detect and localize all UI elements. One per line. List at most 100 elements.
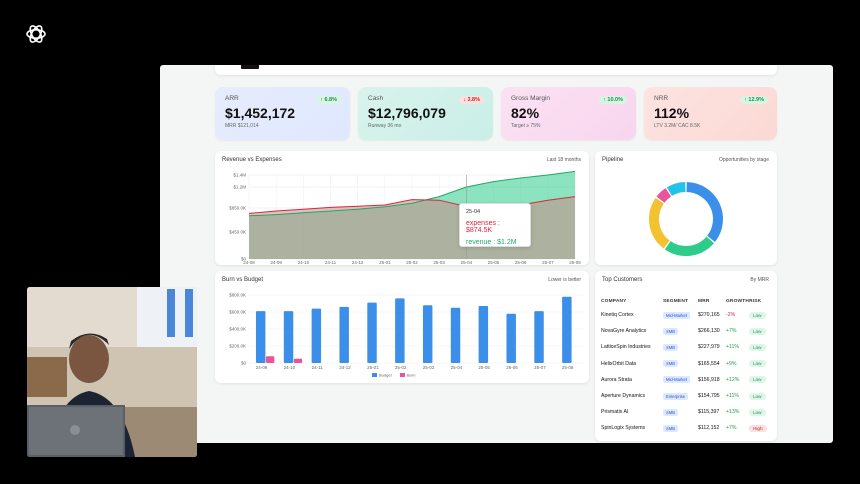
table-cell: -2% — [726, 307, 749, 323]
kpi-trend-badge: ↓ 3.8% — [459, 96, 484, 104]
pie-slice — [664, 236, 715, 256]
burn-budget-chart[interactable]: $0 $200.0K $400.0K $600.0K $800.0K 24-09 24-10… — [215, 271, 589, 383]
company-name: Aperture Dynamics — [601, 393, 646, 400]
table-cell: High — [749, 420, 773, 436]
table-cell: Low — [749, 339, 773, 355]
budget-bar — [534, 311, 544, 363]
table-cell: $154,795 — [698, 388, 726, 404]
tooltip-expenses: expenses : $874.5K — [466, 220, 500, 234]
table-row[interactable]: NovaGyre Analytics SMB $266,130 +7% Low — [601, 323, 773, 339]
legend-swatch-burn — [400, 373, 405, 377]
chart-range-label[interactable]: Last 18 months — [546, 157, 581, 163]
column-header[interactable]: MRR — [698, 299, 710, 304]
table-row[interactable]: HelixOrbit Data SMB $165,554 +9% Low — [601, 356, 773, 372]
x-tick-label: 25-01 — [379, 260, 391, 265]
table-cell: NovaGyre Analytics — [601, 323, 663, 339]
table-row[interactable]: SpinLogix Systems SMB $112,152 +7% High — [601, 420, 773, 436]
x-tick-label: 25-05 — [478, 365, 490, 370]
x-tick-label: 25-05 — [488, 260, 500, 265]
pie-slice — [666, 182, 686, 197]
segment-badge: SMB — [663, 360, 679, 368]
table-cell: $156,918 — [698, 372, 726, 388]
column-header[interactable]: SEGMENT — [663, 299, 689, 304]
budget-bar — [255, 311, 266, 363]
company-name: NovaGyre Analytics — [601, 328, 647, 335]
pipeline-donut-chart[interactable] — [595, 151, 777, 265]
chart-title: Pipeline — [602, 157, 624, 163]
table-cell: Mid-Market — [663, 372, 698, 388]
table-row[interactable]: Aurora Strata Mid-Market $156,918 +12% Low — [601, 372, 773, 388]
table-cell: Kinetiq Cortex — [601, 307, 663, 323]
x-tick-label: 25-03 — [433, 260, 445, 265]
revenue-expenses-chart[interactable]: $0 $450.0K $850.0K $1.2M $1.4M 24-08 24-09 24-1… — [215, 151, 589, 265]
kpi-card-arr[interactable]: ARR $1,452,172 MRR $121,014 ↑ 6.8% — [215, 87, 350, 140]
table-cell: $266,130 — [698, 323, 726, 339]
table-cell: Low — [749, 307, 773, 323]
company-name: Aurora Strata — [601, 376, 632, 383]
legend-label-budget: Budget — [379, 373, 393, 378]
budget-bar — [283, 311, 294, 363]
chart-meta: Lower is better — [548, 277, 581, 283]
mrr-value: $165,554 — [698, 360, 720, 367]
risk-badge: Low — [749, 360, 766, 368]
mrr-value: $270,165 — [698, 312, 720, 319]
table-row[interactable]: LatticeSpin Industries SMB $227,979 +11% Low — [601, 339, 773, 355]
top-toolbar — [215, 65, 777, 75]
kpi-subtitle: MRR $121,014 — [225, 123, 259, 129]
column-header[interactable]: RISK — [749, 299, 762, 304]
webcam-overlay — [27, 287, 197, 457]
table-cell: +12% — [726, 372, 749, 388]
mrr-value: $154,795 — [698, 393, 720, 400]
revenue-chart-card: Revenue vs Expenses Last 18 months $0 $45… — [215, 151, 589, 265]
y-tick-label: $0 — [241, 257, 247, 262]
pie-slice — [686, 182, 723, 243]
mrr-value: $115,397 — [698, 409, 720, 416]
y-tick-label: $600.0K — [229, 310, 246, 315]
table-cell: SMB — [663, 420, 698, 436]
column-header[interactable]: GROWTH — [726, 299, 750, 304]
budget-bar — [367, 302, 377, 363]
table-cell: $227,979 — [698, 339, 726, 355]
kpi-card-nrr[interactable]: NRR 112% LTV 3.2M/ CAC 8.5K ↑ 12.9% — [644, 87, 777, 140]
pie-slice — [649, 197, 670, 249]
table-cell: Low — [749, 372, 773, 388]
kpi-title: NRR — [654, 95, 669, 102]
x-tick-label: 25-02 — [406, 260, 418, 265]
kpi-subtitle: Target ≥ 75% — [511, 123, 541, 129]
x-tick-label: 25-07 — [542, 260, 554, 265]
y-tick-label: $850.0K — [229, 206, 246, 211]
growth-value: -2% — [726, 312, 736, 319]
growth-value: +7% — [726, 425, 737, 432]
kpi-trend-badge: ↑ 12.9% — [740, 96, 768, 104]
kpi-value: $12,796,079 — [368, 105, 446, 121]
chart-meta: Opportunities by stage — [718, 157, 769, 163]
segment-badge: Enterprise — [663, 392, 689, 400]
kpi-value: 112% — [654, 105, 690, 121]
table-row[interactable]: Aperture Dynamics Enterprise $154,795 +11% L… — [601, 388, 773, 404]
budget-bar — [562, 296, 572, 363]
table-cell: Low — [749, 404, 773, 420]
risk-badge: High — [749, 424, 767, 432]
budget-bar — [506, 313, 516, 363]
mrr-value: $112,152 — [698, 425, 720, 432]
segment-badge: SMB — [663, 327, 679, 335]
x-tick-label: 25-07 — [534, 365, 546, 370]
kpi-card-cash[interactable]: Cash $12,796,079 Runway 36 mo ↓ 3.8% — [358, 87, 493, 140]
y-tick-label: $450.0K — [229, 230, 246, 235]
table-cell: Enterprise — [663, 388, 698, 404]
kpi-card-gross-margin[interactable]: Gross Margin 82% Target ≥ 75% ↑ 10.0% — [501, 87, 636, 140]
mrr-value: $227,979 — [698, 344, 720, 351]
table-row[interactable]: Kinetiq Cortex Mid-Market $270,165 -2% Low — [601, 307, 773, 323]
table-cell: SMB — [663, 323, 698, 339]
y-tick-label: $800.0K — [229, 293, 246, 298]
chart-title: Burn vs Budget — [222, 277, 264, 283]
table-cell: $115,397 — [698, 404, 726, 420]
pipeline-chart-card: Pipeline Opportunities by stage — [595, 151, 777, 265]
table-cell: LatticeSpin Industries — [601, 339, 663, 355]
x-tick-label: 25-03 — [423, 365, 435, 370]
column-header[interactable]: COMPANY — [601, 299, 627, 304]
mrr-value: $156,918 — [698, 376, 720, 383]
table-cell: Low — [749, 323, 773, 339]
table-row[interactable]: Prismatix AI SMB $115,397 +13% Low — [601, 404, 773, 420]
